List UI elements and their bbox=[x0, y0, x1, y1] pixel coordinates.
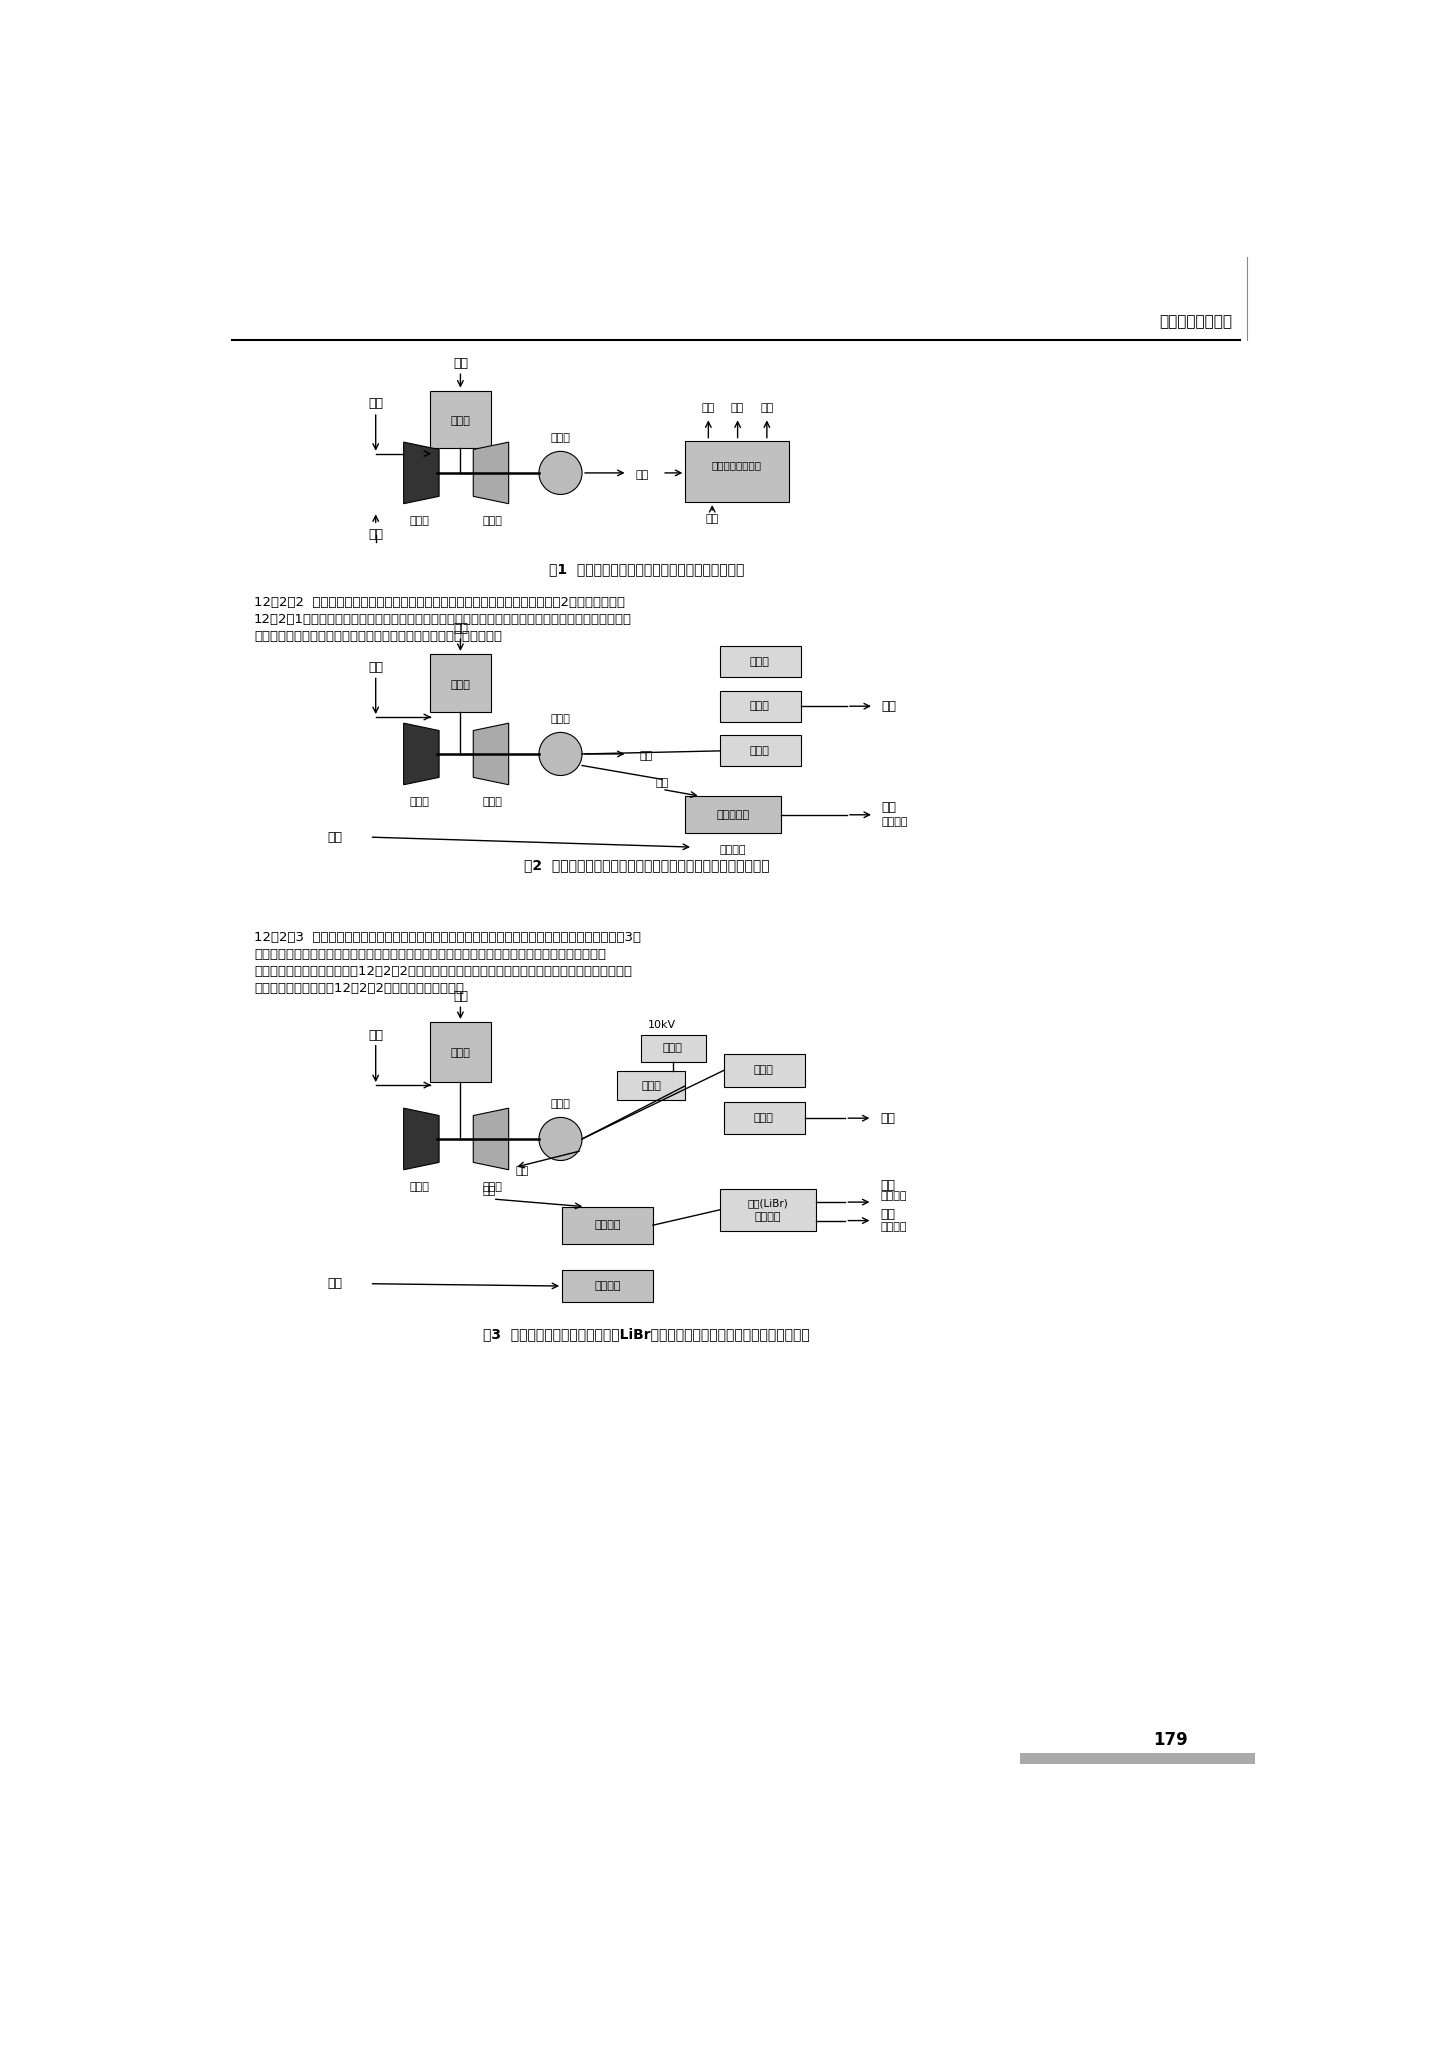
Text: 电负荷: 电负荷 bbox=[664, 1042, 682, 1053]
Bar bbox=[429, 1022, 491, 1081]
Text: 供热: 供热 bbox=[880, 1208, 895, 1221]
Text: 供热: 供热 bbox=[701, 403, 714, 414]
Text: 燃气锅炉: 燃气锅炉 bbox=[594, 1282, 620, 1290]
Polygon shape bbox=[474, 1108, 509, 1169]
Bar bbox=[723, 1055, 804, 1087]
Bar bbox=[1020, 1753, 1255, 1763]
Text: 燃气锅炉: 燃气锅炉 bbox=[720, 846, 746, 856]
Polygon shape bbox=[404, 442, 439, 504]
Bar bbox=[429, 653, 491, 711]
Bar bbox=[685, 797, 781, 834]
Text: （热水）: （热水） bbox=[881, 817, 909, 827]
Bar bbox=[720, 690, 801, 721]
Text: 图1  燃气轮机＋余热直燃机（补燃型）流程示意图: 图1 燃气轮机＋余热直燃机（补燃型）流程示意图 bbox=[549, 561, 745, 575]
Polygon shape bbox=[474, 442, 509, 504]
Text: 压气机: 压气机 bbox=[410, 516, 429, 526]
Text: 图2  燃气轮机＋余热直燃机＋电制冷机＋燃气锅炉的联供示意图: 图2 燃气轮机＋余热直燃机＋电制冷机＋燃气锅炉的联供示意图 bbox=[525, 858, 769, 872]
Circle shape bbox=[539, 1118, 582, 1161]
Bar bbox=[720, 735, 801, 766]
Bar bbox=[720, 647, 801, 678]
Text: 补燃型余热直燃机: 补燃型余热直燃机 bbox=[711, 461, 762, 471]
Text: 烟气: 烟气 bbox=[655, 778, 669, 788]
Text: 燃烧室: 燃烧室 bbox=[451, 680, 471, 690]
Text: 燃气轮机的高温烟气经余热锅炉生产一定压力的饱和蒸汽。夏季蒸汽送入蒸汽型吸收式制冷机制冷供: 燃气轮机的高温烟气经余热锅炉生产一定压力的饱和蒸汽。夏季蒸汽送入蒸汽型吸收式制冷… bbox=[254, 948, 606, 961]
Text: 供热: 供热 bbox=[880, 1180, 895, 1192]
Text: 排气: 排气 bbox=[635, 471, 649, 479]
Bar bbox=[429, 391, 491, 449]
Text: 足用户所需冷量；冬季余热供热的不足热量是由增设的燃气锅炉供热。: 足用户所需冷量；冬季余热供热的不足热量是由增设的燃气锅炉供热。 bbox=[254, 631, 501, 643]
Text: 燃料: 燃料 bbox=[706, 514, 719, 524]
Bar bbox=[723, 1102, 804, 1135]
Text: 12．2．1不同的是：夏季余热制冷的不足冷量是利用本能源系统所生产的电力由电制冷机提供冷量，满: 12．2．1不同的是：夏季余热制冷的不足冷量是利用本能源系统所生产的电力由电制冷… bbox=[254, 612, 632, 627]
Text: （热水）: （热水） bbox=[880, 1192, 907, 1200]
Text: 供冷: 供冷 bbox=[881, 700, 897, 713]
Text: 烟气: 烟气 bbox=[483, 1186, 496, 1196]
Text: 发电机: 发电机 bbox=[551, 434, 571, 442]
Text: 燃料: 燃料 bbox=[368, 528, 383, 541]
Text: 空气: 空气 bbox=[368, 1028, 383, 1042]
Text: 图3  燃气轮机＋余热锅炉＋蒸汽型LiBr制冷机＋电制冷机＋燃气锅炉的联供示意图: 图3 燃气轮机＋余热锅炉＋蒸汽型LiBr制冷机＋电制冷机＋燃气锅炉的联供示意图 bbox=[484, 1327, 810, 1341]
Circle shape bbox=[539, 733, 582, 776]
Text: 供冷: 供冷 bbox=[880, 1112, 895, 1124]
Text: 压气机: 压气机 bbox=[410, 797, 429, 807]
Text: 空气: 空气 bbox=[368, 397, 383, 410]
Text: 蒸汽(LiBr): 蒸汽(LiBr) bbox=[748, 1198, 788, 1208]
Text: 余热锅炉: 余热锅炉 bbox=[594, 1221, 620, 1231]
Text: 排气: 排气 bbox=[516, 1165, 529, 1176]
Text: 燃料: 燃料 bbox=[454, 623, 468, 635]
Text: 节能相关技术介绍: 节能相关技术介绍 bbox=[1159, 313, 1232, 330]
Bar bbox=[562, 1206, 653, 1243]
Bar bbox=[617, 1071, 685, 1100]
Text: 燃料: 燃料 bbox=[327, 831, 342, 844]
Text: 燃料: 燃料 bbox=[327, 1278, 342, 1290]
Text: 12．2．3  燃气轮机＋余热锅炉＋蒸汽型吸收式制冷机＋电制冷机＋汽水换热装置＋燃气锅炉，见图3。: 12．2．3 燃气轮机＋余热锅炉＋蒸汽型吸收式制冷机＋电制冷机＋汽水换热装置＋燃… bbox=[254, 932, 640, 944]
Text: 电制冷: 电制冷 bbox=[753, 1065, 774, 1075]
Polygon shape bbox=[404, 723, 439, 784]
Bar bbox=[640, 1034, 706, 1063]
Text: 烟气: 烟气 bbox=[761, 403, 774, 414]
Text: 发电机: 发电机 bbox=[551, 715, 571, 725]
Polygon shape bbox=[404, 1108, 439, 1169]
Text: 压气机: 压气机 bbox=[410, 1182, 429, 1192]
Text: 余热直燃机: 余热直燃机 bbox=[716, 809, 749, 819]
Text: 空气: 空气 bbox=[368, 662, 383, 674]
Text: 供冷: 供冷 bbox=[730, 403, 745, 414]
Text: 电制冷: 电制冷 bbox=[751, 657, 769, 666]
Text: 燃料: 燃料 bbox=[454, 989, 468, 1004]
Text: 燃烧室: 燃烧室 bbox=[451, 416, 471, 426]
Text: 燃料: 燃料 bbox=[454, 356, 468, 371]
Text: 12．2．2  燃气轮机＋余热吸收式冷暖机（直燃机）＋电制冷机＋燃气锅炉，见图2。本类型与类型: 12．2．2 燃气轮机＋余热吸收式冷暖机（直燃机）＋电制冷机＋燃气锅炉，见图2。… bbox=[254, 596, 625, 608]
Text: 燃烧室: 燃烧室 bbox=[451, 1049, 471, 1057]
Text: 透平机: 透平机 bbox=[483, 516, 503, 526]
Bar bbox=[720, 1190, 816, 1231]
Bar bbox=[685, 440, 790, 502]
Text: 电制冷: 电制冷 bbox=[751, 745, 769, 756]
Text: 用户冷冻水，不足冷量与类型12．2．2一样由电制冷机供冷；冬季蒸汽送去汽水换热装置得到热水供应: 用户冷冻水，不足冷量与类型12．2．2一样由电制冷机供冷；冬季蒸汽送去汽水换热装… bbox=[254, 965, 632, 979]
Text: （蒸汽）: （蒸汽） bbox=[880, 1223, 907, 1231]
Text: 电制冷: 电制冷 bbox=[751, 700, 769, 711]
Text: 179: 179 bbox=[1153, 1731, 1188, 1749]
Text: 用户，不足热量与类型12．2．2一样由燃气锅炉供热。: 用户，不足热量与类型12．2．2一样由燃气锅炉供热。 bbox=[254, 981, 464, 995]
Text: 透平机: 透平机 bbox=[483, 1182, 503, 1192]
Text: 发电机: 发电机 bbox=[551, 1100, 571, 1110]
Circle shape bbox=[539, 451, 582, 494]
Bar bbox=[562, 1270, 653, 1303]
Polygon shape bbox=[474, 723, 509, 784]
Text: 电制冷: 电制冷 bbox=[753, 1114, 774, 1122]
Text: 10kV: 10kV bbox=[648, 1020, 677, 1030]
Text: 透平机: 透平机 bbox=[483, 797, 503, 807]
Text: 供热: 供热 bbox=[881, 801, 897, 815]
Text: 换热装置: 换热装置 bbox=[755, 1212, 781, 1223]
Text: 排气: 排气 bbox=[639, 752, 652, 762]
Text: 变配电: 变配电 bbox=[642, 1081, 661, 1092]
